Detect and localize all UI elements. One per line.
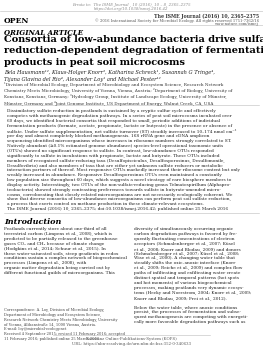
Text: Below the water table, where anoxic conditions
persist, the processes of ferment: Below the water table, where anoxic cond… <box>134 305 248 324</box>
Text: The ISME Journal (2016) 10, 2365–2375: The ISME Journal (2016) 10, 2365–2375 <box>154 14 259 19</box>
Text: Dissimilatory sulfate reduction in peatlands is sustained by a cryptic sulfur cy: Dissimilatory sulfate reduction in peatl… <box>7 109 240 211</box>
Text: Errata to:  The ISME Journal , 10 (2016), 10 – 8, 2365–2375: Errata to: The ISME Journal , 10 (2016),… <box>72 3 191 7</box>
Text: ¹Division of Microbial Ecology, Department of Microbiology and Ecosystem Science: ¹Division of Microbial Ecology, Departme… <box>4 82 232 106</box>
Text: ORIGINAL ARTICLE: ORIGINAL ARTICLE <box>4 29 83 37</box>
Text: OPEN: OPEN <box>4 17 29 25</box>
Text: Consortia of low-abundance bacteria drive sulfate
reduction-dependent degradatio: Consortia of low-abundance bacteria driv… <box>4 35 263 67</box>
Text: © 2016 International Society for Microbial Ecology. All rights reserved 1751-736: © 2016 International Society for Microbi… <box>95 18 259 23</box>
Text: https://doi.org/10.1038/ismej.2016.42: https://doi.org/10.1038/ismej.2016.42 <box>94 7 169 11</box>
Text: diversity of simultaneously occurring organic
carbon degradation pathways is fav: diversity of simultaneously occurring or… <box>134 227 251 300</box>
Text: Konstanz Online-Publikations-System (KOPS)
URL: https://nbn-resolving.de/urn:nbn: Konstanz Online-Publikations-System (KOP… <box>72 337 191 346</box>
Text: Bela Hausmann¹², Klaus-Holger Knorr³, Katharina Schreck¹, Susannah G Tringe⁴,
Ti: Bela Hausmann¹², Klaus-Holger Knorr³, Ka… <box>4 70 215 82</box>
Text: Peatlands currently store about one-third of all
terrestrial carbon (Limpens et : Peatlands currently store about one-thir… <box>4 227 127 275</box>
Text: Correspondence: A. Loy, Division of Microbial Ecology,
Department of Microbiolog: Correspondence: A. Loy, Division of Micr… <box>4 308 125 341</box>
Text: www.nature.com/ismej: www.nature.com/ismej <box>215 22 259 26</box>
Text: Introduction: Introduction <box>4 218 61 226</box>
